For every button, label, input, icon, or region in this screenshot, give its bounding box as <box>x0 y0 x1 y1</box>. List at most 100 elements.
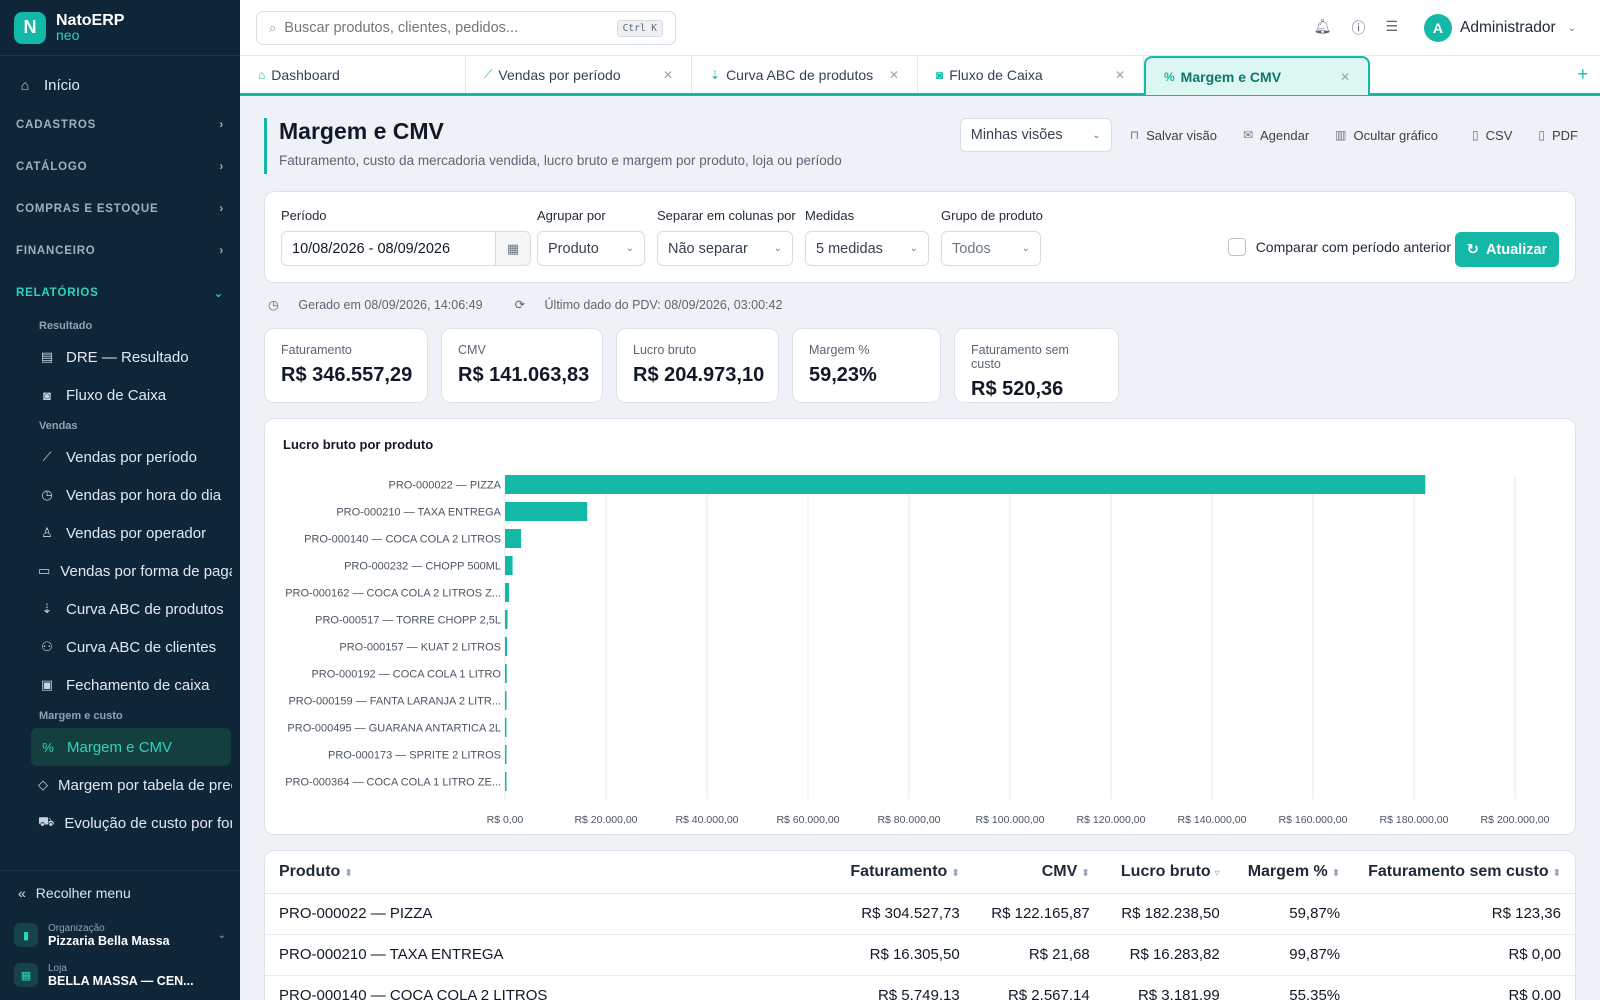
sidebar-item-vendas-pagamento[interactable]: ▭ Vendas por forma de pagamento <box>0 552 232 590</box>
period-input[interactable]: 10/08/2026 - 08/09/2026 <box>281 231 495 266</box>
column-header[interactable]: CMV ⬍ <box>973 851 1104 894</box>
tab-margem-cmv[interactable]: % Margem e CMV ✕ <box>1144 56 1370 95</box>
settings-sliders-icon[interactable]: ☰ <box>1385 18 1398 34</box>
kpi-row: Faturamento R$ 346.557,29 CMV R$ 141.063… <box>264 328 1132 403</box>
hide-chart-button[interactable]: ▥ Ocultar gráfico <box>1335 128 1438 143</box>
sort-icon[interactable]: ⬍ <box>951 867 960 879</box>
table-row[interactable]: PRO-000140 — COCA COLA 2 LITROS R$ 5.749,… <box>265 975 1575 1000</box>
sort-desc-icon[interactable]: ▿ <box>1214 867 1220 879</box>
sort-icon[interactable]: ⬍ <box>1081 867 1090 879</box>
bar[interactable] <box>505 529 522 548</box>
bar[interactable] <box>505 664 507 683</box>
product-group-select[interactable]: Todos ⌄ <box>941 231 1041 266</box>
sidebar-item-fluxo-caixa[interactable]: ◙ Fluxo de Caixa <box>0 376 232 414</box>
table-row[interactable]: PRO-000210 — TAXA ENTREGA R$ 16.305,50 R$ … <box>265 934 1575 976</box>
group-by-select[interactable]: Produto ⌄ <box>537 231 645 266</box>
user-menu[interactable]: A Administrador ⌄ <box>1423 14 1576 42</box>
chevron-down-icon: ⌄ <box>909 243 918 254</box>
store-value: BELLA MASSA — CEN... <box>48 974 194 988</box>
pdf-button[interactable]: ▯ PDF <box>1538 128 1578 143</box>
sidebar-item-vendas-operador[interactable]: ♙ Vendas por operador <box>0 514 232 552</box>
column-header[interactable]: Lucro bruto ▿ <box>1103 851 1234 894</box>
sidebar-item-vendas-periodo[interactable]: ⟋ Vendas por período <box>0 438 232 476</box>
chart-title: Lucro bruto por produto <box>283 437 434 452</box>
schedule-button[interactable]: ✉ Agendar <box>1243 128 1309 143</box>
sidebar-section-cadastros[interactable]: CADASTROS › <box>0 104 240 146</box>
bar[interactable] <box>505 637 508 656</box>
update-button[interactable]: ↻ Atualizar <box>1455 232 1559 267</box>
sidebar-section-catalogo[interactable]: CATÁLOGO › <box>0 146 240 188</box>
column-header[interactable]: Faturamento ⬍ <box>833 851 974 894</box>
sidebar-item-abc-clientes[interactable]: ⚇ Curva ABC de clientes <box>0 628 232 666</box>
bar[interactable] <box>505 556 513 575</box>
sidebar-section-financeiro[interactable]: FINANCEIRO › <box>0 230 240 272</box>
global-search[interactable]: ⌕ Ctrl K <box>256 11 676 45</box>
tab-bar: ⌂ Dashboard ⟋ Vendas por período ✕ ⇣ Cur… <box>240 56 1600 96</box>
sidebar-item-home[interactable]: ⌂ Início <box>0 66 240 104</box>
sort-icon[interactable]: ⬍ <box>1331 867 1341 879</box>
tab-vendas-periodo[interactable]: ⟋ Vendas por período ✕ <box>466 56 692 93</box>
sidebar-item-margem-tabela[interactable]: ◇ Margem por tabela de preço <box>0 766 232 804</box>
kpi-card-margem: Margem % 59,23% <box>792 328 941 403</box>
topbar: ⌕ Ctrl K 🔔︎ ⓘ ☰ A Administrador ⌄ <box>240 0 1600 56</box>
x-tick-label: R$ 120.000,00 <box>1077 814 1146 826</box>
chevron-down-icon: ⌄ <box>217 929 226 941</box>
sidebar-item-abc-produtos[interactable]: ⇣ Curva ABC de produtos <box>0 590 232 628</box>
sidebar-section-compras[interactable]: COMPRAS E ESTOQUE › <box>0 188 240 230</box>
y-tick-label: PRO-000140 — COCA COLA 2 LITROS <box>304 534 501 546</box>
table-cell: R$ 0,00 <box>1354 934 1575 976</box>
sort-icon[interactable]: ⬍ <box>1552 867 1561 879</box>
column-header[interactable]: Margem % ⬍ <box>1233 851 1355 894</box>
page-actions: Minhas visões ⌄ ⊓ Salvar visão ✉ Agendar ▥… <box>959 118 1578 152</box>
column-header[interactable]: Faturamento sem custo ⬍ <box>1354 851 1575 894</box>
sidebar-item-margem-cmv[interactable]: % Margem e CMV <box>31 728 231 766</box>
brand[interactable]: N NatoERP neo <box>0 0 240 56</box>
brand-name: NatoERP <box>56 11 125 29</box>
close-icon[interactable]: ✕ <box>662 67 673 82</box>
table-row[interactable]: PRO-000022 — PIZZA R$ 304.527,73 R$ 122.16… <box>265 893 1575 935</box>
y-tick-label: PRO-000232 — CHOPP 500ML <box>344 561 501 573</box>
views-select[interactable]: Minhas visões ⌄ <box>959 118 1112 152</box>
split-columns-select[interactable]: Não separar ⌄ <box>657 231 793 266</box>
bar[interactable] <box>505 772 507 791</box>
add-tab-icon[interactable]: + <box>1577 64 1588 84</box>
kpi-value: R$ 346.557,29 <box>281 364 413 386</box>
bell-icon[interactable]: 🔔︎ <box>1313 18 1332 34</box>
close-icon[interactable]: ✕ <box>888 67 899 82</box>
measures-select[interactable]: 5 medidas ⌄ <box>805 231 929 266</box>
bar[interactable] <box>505 691 507 710</box>
help-icon[interactable]: ⓘ <box>1351 20 1366 36</box>
close-icon[interactable]: ✕ <box>1339 69 1350 84</box>
save-view-button[interactable]: ⊓ Salvar visão <box>1130 128 1217 143</box>
bar[interactable] <box>505 718 507 737</box>
bar[interactable] <box>505 745 507 764</box>
chevron-down-icon: ⌄ <box>625 243 634 254</box>
sidebar-item-vendas-hora[interactable]: ◷ Vendas por hora do dia <box>0 476 232 514</box>
sidebar-item-dre[interactable]: ▤ DRE — Resultado <box>0 338 232 376</box>
search-input[interactable] <box>284 20 617 36</box>
action-label: Ocultar gráfico <box>1353 127 1439 143</box>
bar[interactable] <box>505 502 588 521</box>
sidebar-item-fechamento[interactable]: ▣ Fechamento de caixa <box>0 666 232 704</box>
organization-selector[interactable]: ▮ Organização Pizzaria Bella Massa ⌄ <box>0 915 240 955</box>
csv-button[interactable]: ▯ CSV <box>1472 128 1512 143</box>
collapse-menu-button[interactable]: « Recolher menu <box>0 871 240 915</box>
store-selector[interactable]: ▦ Loja BELLA MASSA — CEN... <box>0 955 240 995</box>
sidebar-item-evolucao-custo[interactable]: ⛟ Evolução de custo por fornecedor <box>0 804 232 842</box>
close-icon[interactable]: ✕ <box>1114 67 1125 82</box>
kpi-value: R$ 520,36 <box>971 378 1064 400</box>
tab-curva-abc[interactable]: ⇣ Curva ABC de produtos ✕ <box>692 56 918 93</box>
sidebar-section-relatorios[interactable]: RELATÓRIOS ⌄ <box>0 272 240 314</box>
compare-previous-toggle[interactable]: Comparar com período anterior <box>1227 238 1451 256</box>
bar[interactable] <box>505 610 508 629</box>
profit-bar-chart: R$ 0,00 R$ 20.000,00 R$ 40.000,00 R$ 60.000… <box>285 475 1550 826</box>
bar[interactable] <box>505 475 1426 494</box>
compare-checkbox[interactable] <box>1227 238 1246 256</box>
tab-dashboard[interactable]: ⌂ Dashboard <box>240 56 466 93</box>
bar[interactable] <box>505 583 510 602</box>
bookmark-icon: ⊓ <box>1129 128 1140 142</box>
sort-icon[interactable]: ⬍ <box>344 867 353 879</box>
column-header[interactable]: Produto ⬍ <box>265 851 834 894</box>
tab-fluxo-caixa[interactable]: ◙ Fluxo de Caixa ✕ <box>918 56 1144 93</box>
calendar-icon[interactable]: ▦ <box>495 231 531 266</box>
